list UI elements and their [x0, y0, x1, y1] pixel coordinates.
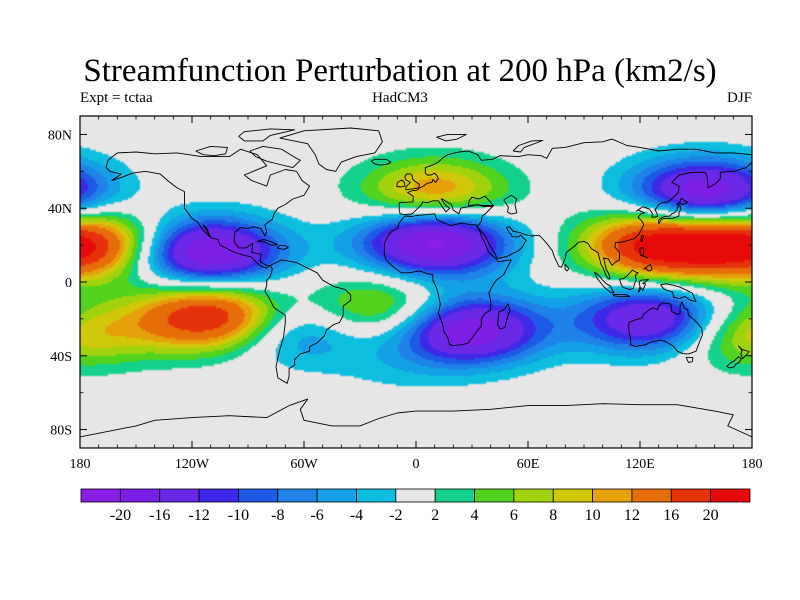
colorbar-tick-label: 6 [510, 507, 518, 524]
colorbar-swatch [631, 488, 672, 503]
colorbar-tick-label: -16 [149, 507, 170, 524]
coastline-south-america [264, 259, 352, 384]
coastline-north-america [105, 148, 311, 269]
colorbar-swatch [592, 488, 633, 503]
coastline-new-guinea [660, 283, 697, 302]
colorbar-tick-label: 12 [624, 507, 640, 524]
page-title: Streamfunction Perturbation at 200 hPa (… [83, 53, 717, 89]
colorbar-swatch [710, 488, 751, 503]
colorbar-tick-label: -12 [188, 507, 209, 524]
lat-tick-label: 40S [50, 350, 72, 365]
coastline-hokkaido [676, 197, 689, 206]
colorbar-tick-label: -6 [310, 507, 323, 524]
lon-tick-label: 60W [290, 457, 318, 472]
coastline-mindanao [643, 264, 653, 272]
coastline-baffin-island [249, 145, 301, 169]
coastline-sulawesi [637, 279, 649, 293]
lat-tick-label: 80S [50, 424, 72, 439]
coastline-svalbard [436, 133, 467, 142]
colorbar-swatch [434, 488, 475, 503]
lon-tick-label: 180 [742, 457, 763, 472]
colorbar-swatch [198, 488, 239, 503]
colorbar-tick-label: 10 [585, 507, 601, 524]
black-sea [467, 195, 494, 206]
coastline-victoria-island [195, 145, 228, 157]
coastline-java [612, 294, 631, 298]
coastline-ireland [396, 179, 406, 188]
lon-tick-label: 120E [625, 457, 655, 472]
coastline-new-zealand-north [738, 345, 750, 359]
coastline-japan [658, 205, 682, 225]
colorbar-swatch [80, 488, 121, 503]
coastline-greenland [279, 127, 383, 172]
colorbar-swatch [670, 488, 712, 503]
colorbar-tick-label: -8 [271, 507, 284, 524]
colorbar-swatch [474, 488, 515, 503]
coastline-sri-lanka [564, 263, 570, 272]
colorbar-swatch [356, 488, 397, 503]
colorbar-tick-label: 16 [663, 507, 679, 524]
season-label: DJF [726, 90, 752, 106]
coastline-africa [383, 213, 512, 347]
colorbar-tick-label: -4 [350, 507, 363, 524]
colorbar-tick-label: -20 [110, 507, 131, 524]
coastline-novaya-zemlya [512, 140, 544, 153]
colorbar-swatch [395, 488, 436, 503]
latitude-axis: 80N 40N 0 40S 80S [48, 128, 752, 439]
coastline-new-zealand-south [726, 356, 742, 369]
experiment-label: Expt = tctaa [80, 90, 153, 106]
lon-tick-label: 120W [175, 457, 210, 472]
colorbar-swatch [238, 488, 279, 503]
coastline-iceland [370, 158, 392, 166]
colorbar-tick-label: 2 [431, 507, 439, 524]
lon-tick-label: 0 [413, 457, 420, 472]
coastline-antarctica [80, 398, 752, 438]
map-panel: 180 120W 60W 0 60E 120E 180 80N 40N 0 40S 80S [48, 115, 763, 472]
model-label: HadCM3 [372, 90, 428, 106]
coastline-tasmania [685, 357, 694, 363]
caspian-sea [503, 194, 518, 215]
colorbar-swatch [277, 488, 318, 503]
coastline-cuba [257, 238, 278, 246]
coastline-luzon [639, 247, 648, 259]
colorbar-tick-label: 8 [549, 507, 557, 524]
lat-tick-label: 0 [65, 276, 72, 291]
colorbar-tick-label: 4 [471, 507, 479, 524]
colorbar-swatch [552, 488, 593, 503]
coastline-ellesmere-island [238, 128, 296, 142]
colorbar-swatch [316, 488, 357, 503]
coastline-taiwan [640, 235, 645, 242]
coastline-eurasia [398, 138, 752, 280]
lat-tick-label: 80N [48, 128, 72, 143]
colorbar-tick-label: -2 [389, 507, 402, 524]
colorbar-tick-label: 20 [703, 507, 719, 524]
colorbar-swatch [159, 488, 200, 503]
coastline-sumatra [593, 271, 615, 294]
coastline-borneo [619, 269, 639, 290]
coastline-madagascar [497, 303, 511, 330]
coastlines [80, 127, 752, 438]
colorbar: -20 -16 -12 -10 -8 -6 -4 -2 2 4 6 8 10 12 16 20 [80, 488, 751, 524]
lon-tick-label: 180 [70, 457, 91, 472]
colorbar-swatch [119, 488, 161, 503]
coastline-australia [628, 301, 703, 355]
lon-tick-label: 60E [517, 457, 540, 472]
lat-tick-label: 40N [48, 202, 72, 217]
colorbar-swatch [513, 488, 554, 503]
coastline-britain [404, 173, 420, 191]
colorbar-tick-label: -10 [228, 507, 249, 524]
longitude-axis: 180 120W 60W 0 60E 120E 180 [70, 116, 763, 472]
streamfunction-contour-field [80, 116, 752, 448]
coastline-hispaniola [276, 244, 289, 250]
